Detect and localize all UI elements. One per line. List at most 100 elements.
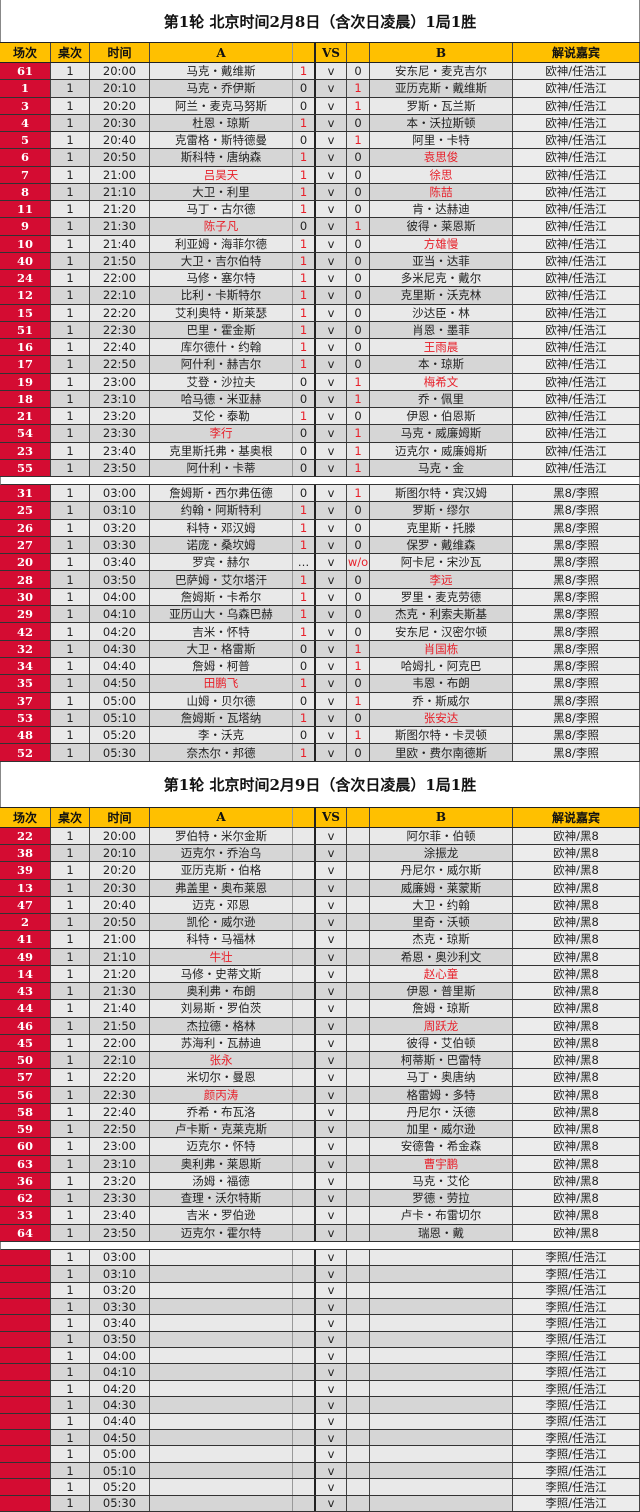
table-no: 1 (51, 623, 90, 640)
match-no: 24 (0, 270, 51, 287)
match-no: 34 (0, 657, 51, 675)
player-b: 卢卡・布雷切尔 (370, 1207, 513, 1224)
vs: v (316, 965, 347, 982)
time: 03:40 (90, 1315, 150, 1331)
table-no: 1 (51, 321, 90, 338)
table-row: 54 1 23:30 李行 0 v 1 马克・威廉姆斯 欧神/任浩江 (0, 425, 640, 443)
commentators: 欧神/黑8 (513, 1000, 640, 1017)
table-row: 1 04:00 v 李照/任浩江 (0, 1348, 640, 1365)
score-b: 1 (347, 373, 370, 390)
player-a: 凯伦・威尔逊 (150, 914, 293, 931)
player-a: 张永 (150, 1052, 293, 1069)
time: 21:10 (90, 948, 150, 965)
time: 22:00 (90, 270, 150, 287)
commentators: 李照/任浩江 (513, 1249, 640, 1266)
score-a (293, 1282, 316, 1298)
time: 03:30 (90, 1298, 150, 1315)
commentators: 欧神/黑8 (513, 1190, 640, 1207)
commentators: 黑8/李照 (513, 485, 640, 502)
commentators: 欧神/任浩江 (513, 183, 640, 200)
score-b (347, 1348, 370, 1364)
vs: v (316, 132, 347, 149)
player-a (150, 1298, 293, 1315)
score-b (347, 1224, 370, 1241)
score-a (293, 1034, 316, 1051)
vs: v (316, 931, 347, 948)
score-b (347, 845, 370, 862)
commentators: 黑8/李照 (513, 623, 640, 640)
table-no: 1 (51, 80, 90, 97)
match-no: 1 (0, 80, 51, 97)
commentators: 黑8/李照 (513, 502, 640, 519)
table-no: 1 (51, 304, 90, 321)
score-a: 1 (293, 519, 316, 536)
player-a: 艾伦・泰勒 (150, 408, 293, 425)
table-no: 1 (51, 390, 90, 407)
header-player-a: A (150, 43, 293, 62)
vs: v (316, 1000, 347, 1017)
score-a (293, 1413, 316, 1430)
match-no: 60 (0, 1138, 51, 1155)
time: 03:20 (90, 519, 150, 536)
score-b (347, 879, 370, 896)
vs: v (316, 1138, 347, 1155)
match-no: 48 (0, 727, 51, 744)
match-no: 37 (0, 692, 51, 709)
vs: v (316, 1017, 347, 1034)
player-a (150, 1397, 293, 1413)
vs: v (316, 879, 347, 896)
player-b: 赵心童 (370, 965, 513, 982)
score-b (347, 1495, 370, 1511)
match-no: 41 (0, 931, 51, 948)
match-no (0, 1348, 51, 1364)
score-b (347, 1000, 370, 1017)
header-time: 时间 (90, 43, 150, 62)
score-b: 0 (347, 356, 370, 373)
commentators: 欧神/黑8 (513, 965, 640, 982)
score-b (347, 1462, 370, 1479)
table-row: 26 1 03:20 科特・邓汉姆 1 v 0 克里斯・托滕 黑8/李照 (0, 519, 640, 537)
score-a (293, 1138, 316, 1155)
score-a (293, 1155, 316, 1172)
match-no: 38 (0, 845, 51, 862)
player-b: 里欧・费尔南德斯 (370, 744, 513, 761)
table-row: 50 1 22:10 张永 v 柯蒂斯・巴雷特 欧神/黑8 (0, 1052, 640, 1070)
table-no: 1 (51, 270, 90, 287)
time: 05:00 (90, 692, 150, 709)
time: 05:20 (90, 727, 150, 744)
table-row: 44 1 21:40 刘易斯・罗伯茨 v 詹姆・琼斯 欧神/黑8 (0, 1000, 640, 1018)
player-a: 艾登・沙拉夫 (150, 373, 293, 390)
match-no: 36 (0, 1172, 51, 1189)
commentators: 欧神/任浩江 (513, 201, 640, 218)
score-a: 1 (293, 235, 316, 252)
vs: v (316, 1086, 347, 1103)
table-no: 1 (51, 166, 90, 183)
player-b (370, 1348, 513, 1364)
player-a: 马修・史蒂文斯 (150, 965, 293, 982)
score-b (347, 1103, 370, 1120)
score-b: 0 (347, 571, 370, 588)
header-commentators: 解说嘉宾 (513, 43, 640, 62)
table-row: 34 1 04:40 詹姆・柯普 0 v 1 哈姆扎・阿克巴 黑8/李照 (0, 657, 640, 676)
table-row: 62 1 23:30 查理・沃尔特斯 v 罗德・劳拉 欧神/黑8 (0, 1190, 640, 1208)
score-b: 0 (347, 166, 370, 183)
time: 05:20 (90, 1479, 150, 1495)
score-a: 1 (293, 114, 316, 131)
table-no: 1 (51, 339, 90, 356)
match-no: 19 (0, 373, 51, 390)
vs: v (316, 623, 347, 640)
table-no: 1 (51, 1034, 90, 1051)
score-a (293, 1086, 316, 1103)
commentators: 欧神/任浩江 (513, 373, 640, 390)
score-b: 0 (347, 149, 370, 166)
score-b: 0 (347, 536, 370, 554)
table-no: 1 (51, 965, 90, 982)
time: 05:10 (90, 1462, 150, 1479)
player-a: 大卫・格雷斯 (150, 640, 293, 657)
match-no: 3 (0, 97, 51, 114)
table-no: 1 (51, 356, 90, 373)
table-no: 1 (51, 201, 90, 218)
match-no: 49 (0, 948, 51, 965)
score-b: 0 (347, 252, 370, 269)
table-no: 1 (51, 1397, 90, 1413)
